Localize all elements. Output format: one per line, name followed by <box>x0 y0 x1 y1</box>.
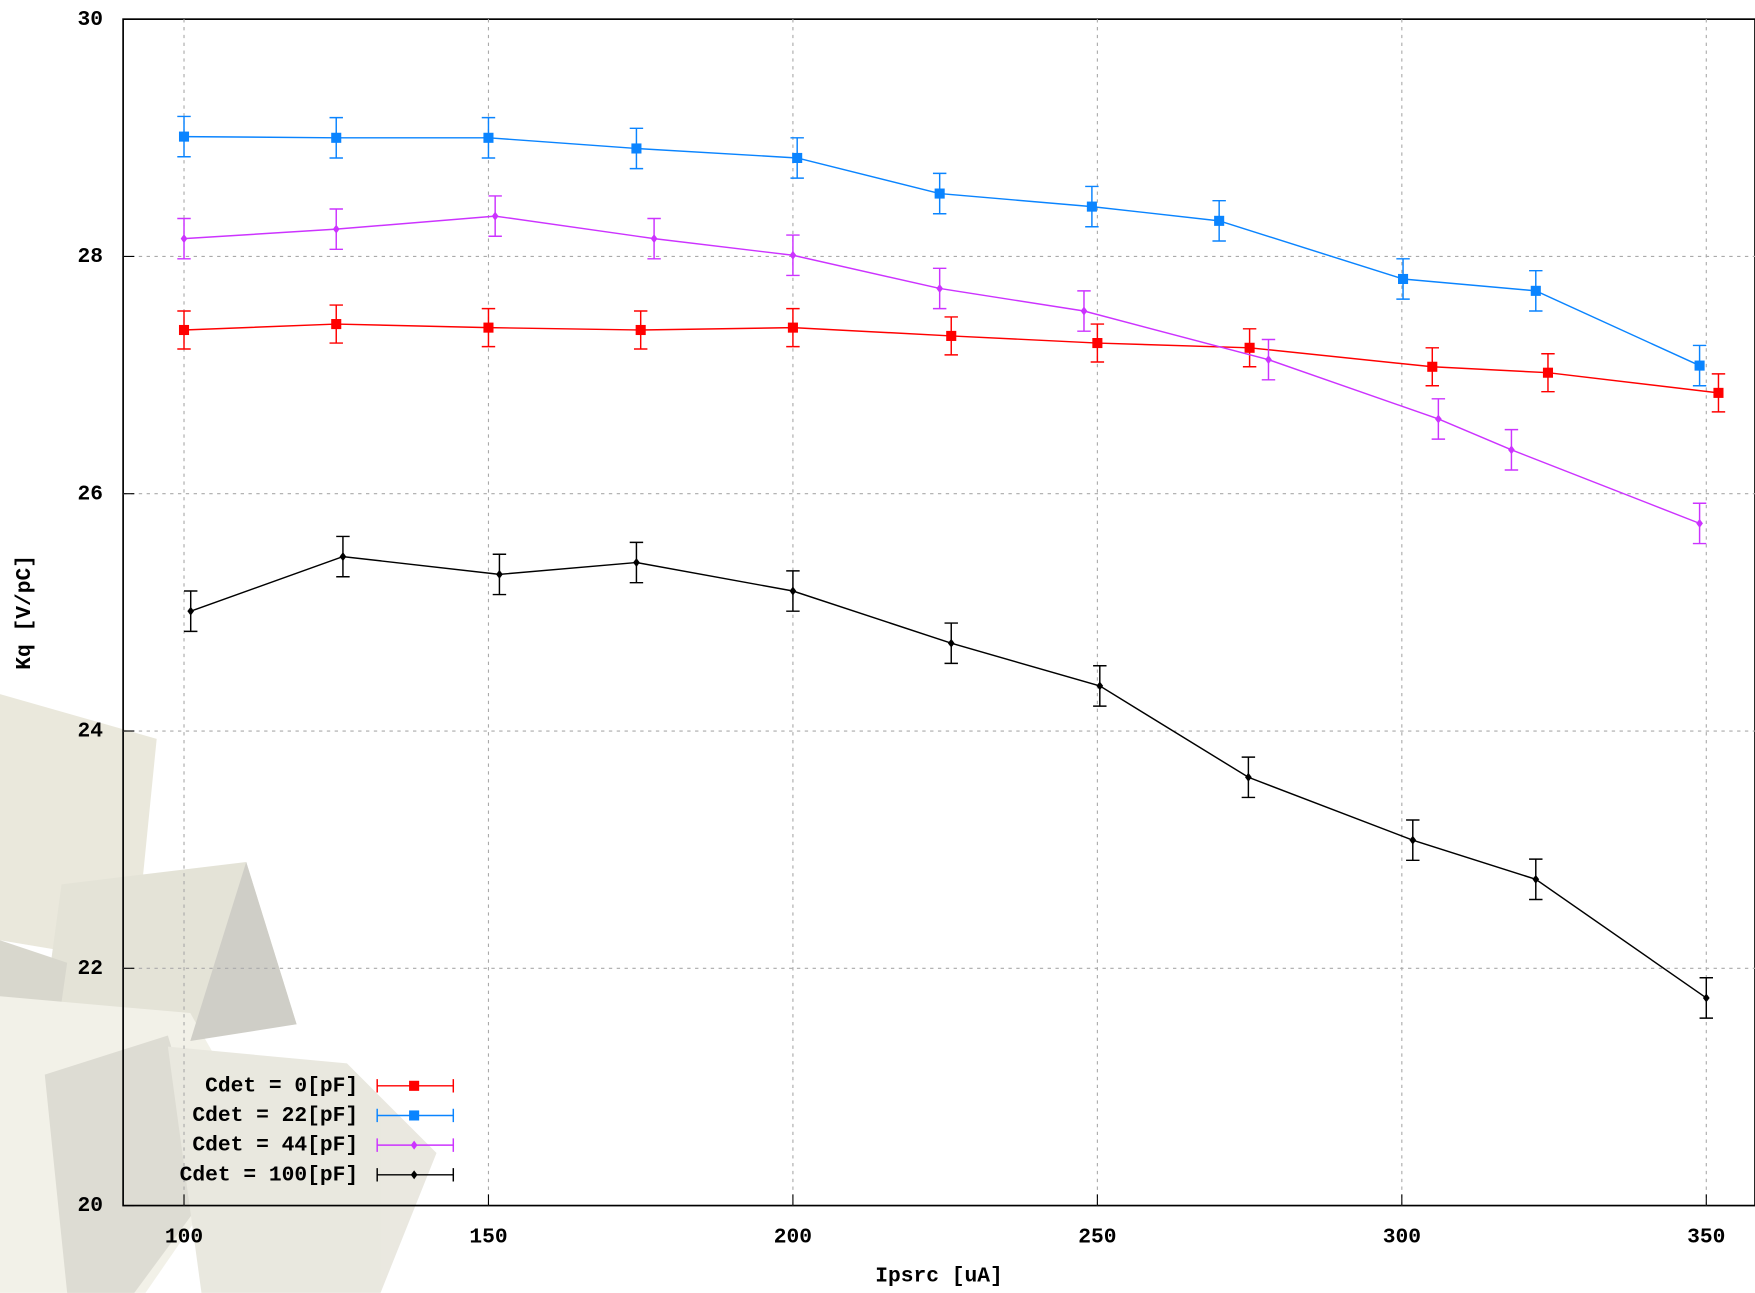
marker <box>331 319 342 330</box>
marker <box>1427 361 1438 372</box>
marker <box>1532 874 1540 884</box>
marker <box>1398 273 1409 285</box>
plot-area <box>122 18 1755 1207</box>
marker <box>1080 306 1088 316</box>
marker <box>631 143 642 154</box>
marker <box>789 250 797 260</box>
marker <box>1214 215 1225 226</box>
marker <box>787 322 798 333</box>
marker <box>180 234 188 244</box>
legend-label: Cdet = 0[pF] <box>205 1074 358 1098</box>
series-line <box>183 215 1700 525</box>
marker <box>483 322 494 333</box>
x-tick-label: 150 <box>469 1226 507 1250</box>
marker <box>1092 338 1103 349</box>
marker <box>1713 387 1724 398</box>
marker <box>483 132 494 143</box>
marker <box>789 586 797 596</box>
marker <box>410 1140 418 1150</box>
marker <box>1265 355 1272 365</box>
marker <box>934 188 945 199</box>
marker <box>792 152 803 164</box>
y-tick-label: 26 <box>77 482 103 506</box>
background-decoration <box>0 694 437 1293</box>
marker <box>496 569 503 579</box>
marker <box>178 131 190 142</box>
marker <box>1245 772 1252 782</box>
marker <box>1086 201 1097 212</box>
marker <box>339 552 347 562</box>
marker <box>187 606 195 616</box>
marker <box>1530 285 1541 296</box>
marker <box>650 234 658 244</box>
legend-label: Cdet = 100[pF] <box>180 1163 359 1187</box>
y-tick-label: 30 <box>77 8 103 32</box>
marker <box>1542 367 1554 378</box>
marker <box>332 224 340 234</box>
marker <box>491 211 499 221</box>
marker <box>635 324 646 336</box>
marker <box>947 638 955 648</box>
marker <box>1508 445 1515 455</box>
x-axis-label: Ipsrc [uA] <box>875 1265 1003 1289</box>
marker <box>946 330 957 341</box>
marker <box>178 324 190 336</box>
series <box>183 535 1714 1019</box>
series-line <box>184 135 1700 367</box>
y-axis-label: Kq [V/pC] <box>13 555 37 670</box>
series <box>177 304 1726 413</box>
marker <box>1696 518 1703 528</box>
marker <box>633 558 640 568</box>
marker <box>1409 835 1417 845</box>
y-tick-label: 28 <box>77 245 103 269</box>
marker <box>936 283 944 293</box>
y-tick-label: 24 <box>77 720 103 744</box>
legend-label: Cdet = 44[pF] <box>192 1134 358 1158</box>
x-tick-label: 250 <box>1078 1226 1116 1250</box>
marker <box>1244 342 1255 353</box>
marker <box>409 1110 420 1121</box>
x-tick-label: 100 <box>165 1226 203 1250</box>
x-tick-label: 300 <box>1383 1226 1421 1250</box>
series <box>177 195 1707 545</box>
legend-label: Cdet = 22[pF] <box>192 1104 358 1128</box>
marker <box>1694 360 1705 371</box>
y-tick-label: 20 <box>77 1194 103 1218</box>
marker <box>409 1080 420 1091</box>
x-tick-label: 350 <box>1687 1226 1725 1250</box>
marker <box>1435 414 1442 424</box>
y-tick-label: 22 <box>77 957 103 981</box>
marker <box>331 132 342 143</box>
marker <box>410 1170 418 1180</box>
series <box>177 115 1707 387</box>
x-tick-label: 200 <box>774 1226 812 1250</box>
marker <box>1096 681 1104 691</box>
marker <box>1702 993 1710 1003</box>
